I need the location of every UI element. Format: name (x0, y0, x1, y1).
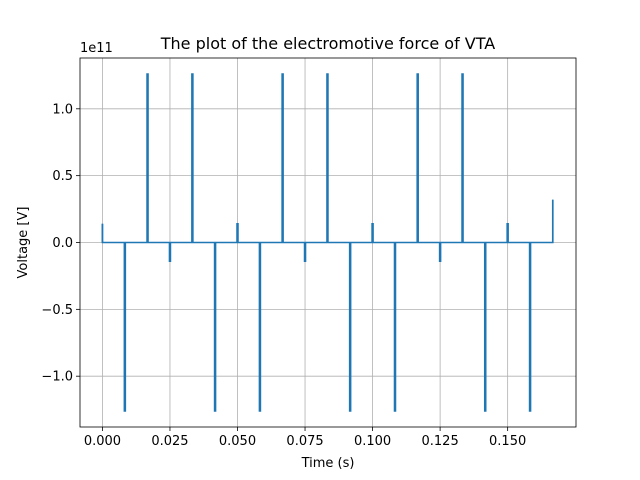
y-tick-label: 1.0 (52, 102, 73, 117)
x-tick-label: 0.150 (489, 434, 526, 449)
y-axis-label: Voltage [V] (16, 207, 31, 279)
x-tick-label: 0.025 (151, 434, 188, 449)
y-tick-label: 0.0 (52, 236, 73, 251)
chart-title: The plot of the electromotive force of V… (160, 34, 496, 53)
x-tick-label: 0.050 (219, 434, 256, 449)
y-axis-ticks: −1.0 −0.5 0.0 0.5 1.0 (41, 102, 80, 385)
series-layer (101, 73, 554, 412)
x-tick-label: 0.100 (354, 434, 391, 449)
y-tick-label: −0.5 (41, 303, 73, 318)
y-tick-label: −1.0 (41, 370, 73, 385)
x-axis-ticks: 0.000 0.025 0.050 0.075 0.100 0.125 0.150 (84, 427, 526, 449)
y-offset-text: 1e11 (80, 41, 113, 56)
y-tick-label: 0.5 (52, 169, 73, 184)
x-axis-label: Time (s) (301, 456, 355, 471)
x-tick-label: 0.125 (422, 434, 459, 449)
x-tick-label: 0.000 (84, 434, 121, 449)
x-tick-label: 0.075 (286, 434, 323, 449)
